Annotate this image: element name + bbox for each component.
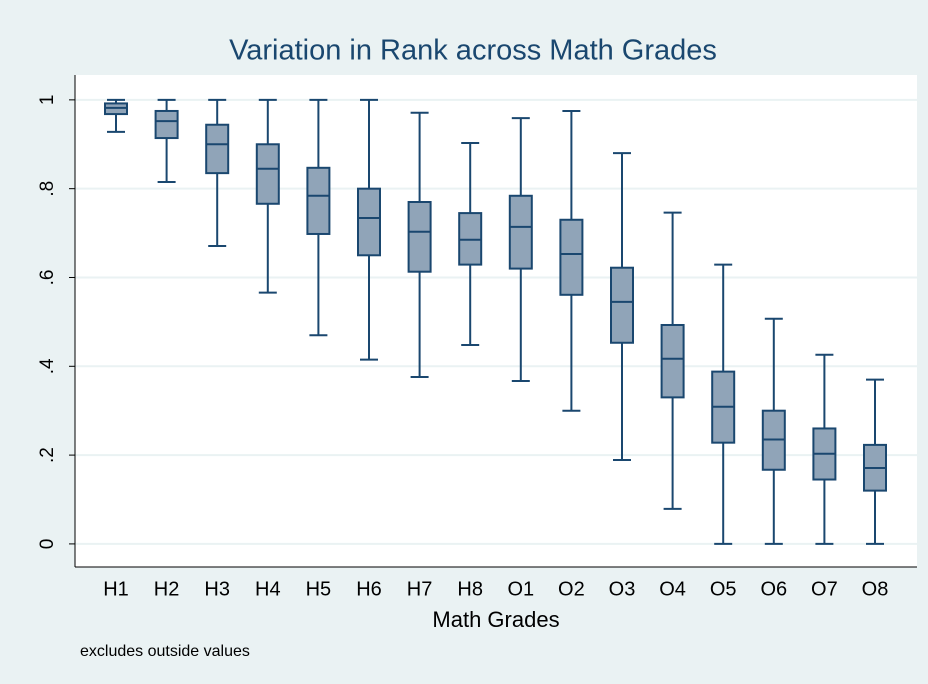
box bbox=[154, 109, 179, 140]
x-tick-label: H5 bbox=[306, 578, 332, 600]
x-tick-label: H2 bbox=[154, 578, 180, 600]
box bbox=[306, 166, 331, 235]
box bbox=[508, 194, 533, 270]
x-tick-label: H7 bbox=[407, 578, 433, 600]
plot-region bbox=[75, 75, 917, 567]
x-tick-label: O2 bbox=[558, 578, 585, 600]
y-tick-label: 1 bbox=[37, 95, 58, 106]
note: excludes outside values bbox=[80, 643, 250, 660]
y-tick-label: 0 bbox=[37, 539, 58, 550]
x-tick-label: H3 bbox=[204, 578, 230, 600]
box bbox=[255, 143, 280, 205]
box bbox=[357, 187, 381, 257]
x-tick-label: H8 bbox=[457, 578, 483, 600]
y-tick-label: .6 bbox=[37, 270, 58, 286]
x-axis-title: Math Grades bbox=[432, 607, 559, 632]
x-tick-label: O4 bbox=[659, 578, 686, 600]
x-tick-label: H4 bbox=[255, 578, 281, 600]
x-tick-label: O5 bbox=[710, 578, 737, 600]
x-tick-label: O7 bbox=[811, 578, 838, 600]
y-tick-label: .4 bbox=[37, 358, 58, 374]
x-tick-label: H6 bbox=[356, 578, 382, 600]
chart-title: Variation in Rank across Math Grades bbox=[229, 35, 717, 67]
x-tick-label: H1 bbox=[103, 578, 129, 600]
box bbox=[407, 200, 432, 273]
x-tick-label: O1 bbox=[507, 578, 534, 600]
x-tick-label: O8 bbox=[862, 578, 889, 600]
y-tick-label: .2 bbox=[37, 447, 58, 463]
box bbox=[205, 123, 230, 175]
box bbox=[610, 266, 634, 344]
box bbox=[660, 323, 685, 399]
y-tick-label: .8 bbox=[37, 181, 58, 197]
x-tick-label: O6 bbox=[760, 578, 787, 600]
box bbox=[559, 218, 584, 296]
x-tick-label: O3 bbox=[609, 578, 636, 600]
